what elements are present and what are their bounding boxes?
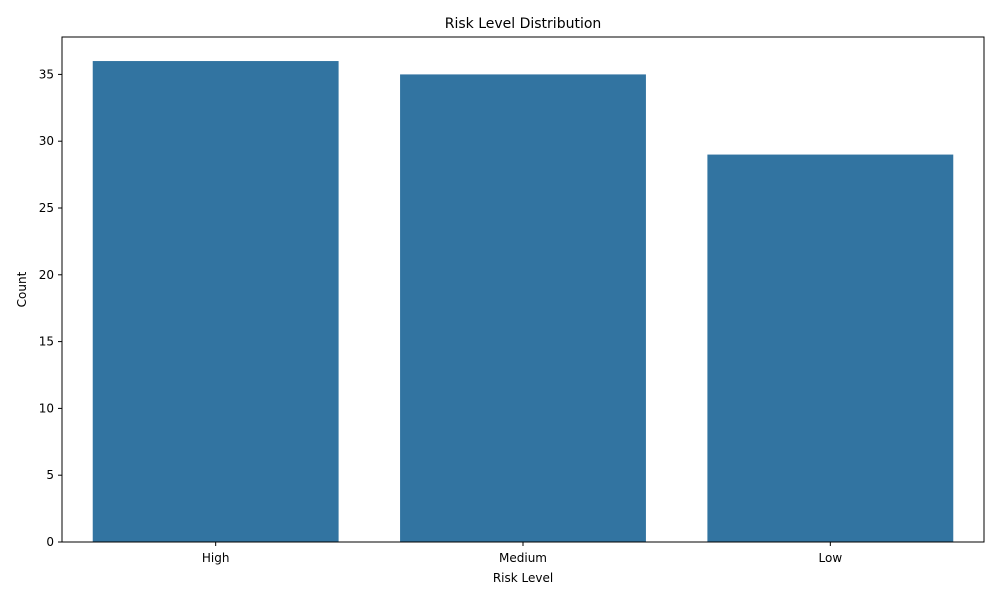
y-axis-label: Count bbox=[15, 271, 29, 307]
x-tick-label: Low bbox=[819, 551, 843, 565]
x-axis-ticks: High Medium Low bbox=[202, 542, 842, 565]
bar-medium bbox=[400, 74, 646, 542]
y-tick-label: 30 bbox=[39, 134, 54, 148]
y-tick-label: 25 bbox=[39, 201, 54, 215]
y-tick-label: 5 bbox=[46, 468, 54, 482]
bar-high bbox=[92, 61, 339, 543]
bars bbox=[92, 61, 954, 543]
x-tick-label: High bbox=[202, 551, 230, 565]
y-tick-label: 10 bbox=[39, 401, 54, 415]
chart-title: Risk Level Distribution bbox=[445, 16, 602, 32]
y-tick-label: 15 bbox=[39, 335, 54, 349]
x-axis-label: Risk Level bbox=[493, 571, 553, 585]
y-axis-ticks: 0 5 10 15 20 25 30 35 bbox=[39, 67, 62, 549]
y-tick-label: 35 bbox=[39, 67, 54, 81]
bar-low bbox=[707, 154, 954, 542]
x-tick-label: Medium bbox=[499, 551, 547, 565]
y-tick-label: 0 bbox=[46, 535, 54, 549]
y-tick-label: 20 bbox=[39, 268, 54, 282]
